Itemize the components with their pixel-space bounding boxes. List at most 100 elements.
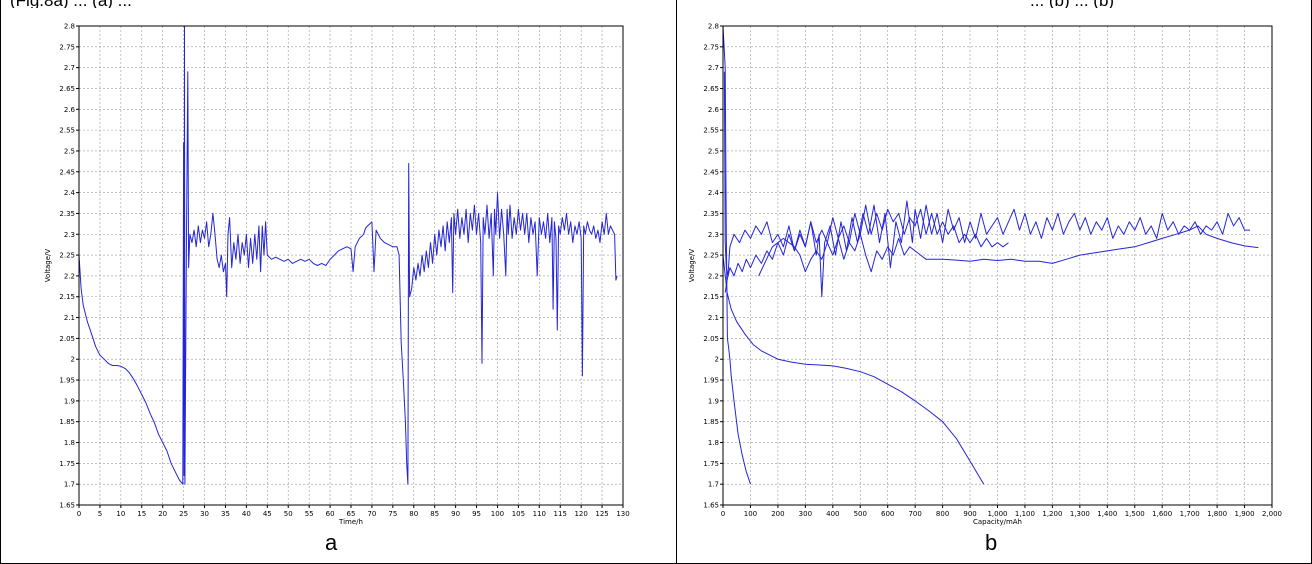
- x-tick-label: 700: [908, 510, 921, 518]
- frame-left-border: [0, 0, 1, 564]
- y-tick-label: 2.45: [703, 168, 719, 176]
- plot-area: [723, 26, 1272, 505]
- y-tick-label: 2.75: [703, 43, 719, 51]
- y-tick-label: 2.25: [703, 252, 719, 260]
- series-line-2: [722, 25, 751, 485]
- x-tick-label: 800: [936, 510, 949, 518]
- x-tick-label: 5: [98, 510, 102, 518]
- x-tick-label: 60: [326, 510, 335, 518]
- x-tick-label: 15: [137, 510, 146, 518]
- y-axis-label: Voltage/V: [688, 249, 696, 283]
- x-tick-label: 75: [388, 510, 397, 518]
- x-tick-label: 1,700: [1180, 510, 1200, 518]
- x-tick-label: 55: [305, 510, 314, 518]
- y-tick-label: 2.15: [59, 293, 75, 301]
- y-tick-label: 2.65: [703, 85, 719, 93]
- y-tick-label: 2.75: [59, 43, 75, 51]
- caption-fragment-right: ... (b) ... (b): [1030, 0, 1114, 8]
- y-tick-label: 2.8: [708, 23, 719, 31]
- x-tick-label: 125: [595, 510, 608, 518]
- y-tick-label: 1.75: [703, 460, 719, 468]
- y-tick-label: 1.8: [64, 439, 75, 447]
- panel-label-b: b: [985, 530, 998, 555]
- y-tick-label: 1.95: [59, 377, 75, 385]
- y-tick-label: 1.8: [708, 439, 719, 447]
- x-tick-label: 110: [533, 510, 546, 518]
- y-tick-label: 1.65: [703, 502, 719, 510]
- x-tick-label: 900: [963, 510, 976, 518]
- y-tick-label: 2.5: [708, 147, 719, 155]
- y-tick-label: 2.5: [64, 147, 75, 155]
- x-tick-label: 100: [491, 510, 504, 518]
- x-tick-label: 50: [284, 510, 293, 518]
- x-axis-label: Time/h: [338, 518, 363, 526]
- x-tick-label: 30: [200, 510, 209, 518]
- y-tick-label: 1.9: [708, 397, 719, 405]
- series-line-1: [78, 25, 618, 485]
- y-tick-label: 1.75: [59, 460, 75, 468]
- series-line-1: [722, 255, 985, 485]
- y-tick-label: 2.2: [708, 272, 719, 280]
- y-tick-label: 2.3: [64, 231, 75, 239]
- x-tick-label: 100: [744, 510, 757, 518]
- y-tick-label: 2.55: [59, 127, 75, 135]
- x-tick-label: 0: [721, 510, 725, 518]
- series-line-3: [723, 71, 1250, 298]
- x-tick-label: 600: [881, 510, 894, 518]
- y-tick-label: 2.15: [703, 293, 719, 301]
- x-tick-label: 2,000: [1262, 510, 1282, 518]
- plot-frame: [78, 25, 624, 506]
- x-tick-label: 85: [430, 510, 439, 518]
- x-tick-label: 130: [616, 510, 629, 518]
- y-tick-label: 2.05: [703, 335, 719, 343]
- y-tick-label: 2.05: [59, 335, 75, 343]
- y-tick-label: 2.45: [59, 168, 75, 176]
- x-tick-label: 1,600: [1152, 510, 1172, 518]
- x-tick-label: 20: [158, 510, 167, 518]
- y-tick-label: 1.85: [703, 418, 719, 426]
- y-axis-label: Voltage/V: [44, 249, 52, 283]
- plot-area: [79, 26, 623, 505]
- x-tick-label: 0: [77, 510, 81, 518]
- x-tick-label: 10: [116, 510, 125, 518]
- x-tick-label: 200: [771, 510, 784, 518]
- x-tick-label: 1,500: [1125, 510, 1145, 518]
- x-tick-label: 1,900: [1235, 510, 1255, 518]
- y-tick-label: 2: [71, 356, 75, 364]
- x-tick-label: 45: [263, 510, 272, 518]
- x-tick-label: 1,800: [1207, 510, 1227, 518]
- caption-fragment-left: (Fig.8a) ... (a) ...: [10, 0, 132, 8]
- x-tick-label: 105: [512, 510, 525, 518]
- y-tick-label: 2.6: [64, 106, 76, 114]
- y-tick-label: 2.35: [59, 210, 75, 218]
- y-tick-label: 1.95: [703, 377, 719, 385]
- x-tick-label: 1,200: [1042, 510, 1062, 518]
- x-tick-label: 500: [854, 510, 867, 518]
- y-tick-label: 2.7: [64, 64, 75, 72]
- y-tick-label: 2.35: [703, 210, 719, 218]
- y-tick-label: 2.65: [59, 85, 75, 93]
- y-tick-label: 2.8: [64, 23, 75, 31]
- series-line-5: [758, 225, 1259, 277]
- y-tick-label: 2: [715, 356, 719, 364]
- panel-label-a: a: [325, 530, 338, 555]
- frame-center-divider: [676, 0, 677, 564]
- y-tick-label: 2.3: [708, 231, 719, 239]
- y-tick-label: 1.65: [59, 502, 75, 510]
- x-tick-label: 1,100: [1015, 510, 1035, 518]
- x-tick-label: 400: [826, 510, 839, 518]
- x-tick-label: 40: [242, 510, 251, 518]
- x-tick-label: 120: [574, 510, 587, 518]
- y-tick-label: 1.7: [64, 481, 75, 489]
- x-tick-label: 80: [409, 510, 418, 518]
- x-tick-label: 1,400: [1097, 510, 1117, 518]
- y-tick-label: 2.6: [708, 106, 720, 114]
- x-tick-label: 300: [799, 510, 812, 518]
- y-tick-label: 2.55: [703, 127, 719, 135]
- x-tick-label: 1,000: [987, 510, 1007, 518]
- x-tick-label: 25: [179, 510, 188, 518]
- y-tick-label: 2.1: [708, 314, 719, 322]
- x-tick-label: 95: [472, 510, 481, 518]
- plot-frame: [722, 25, 1273, 506]
- caption-fragment-strip: (Fig.8a) ... (a) ... ... (b) ... (b): [0, 0, 1312, 8]
